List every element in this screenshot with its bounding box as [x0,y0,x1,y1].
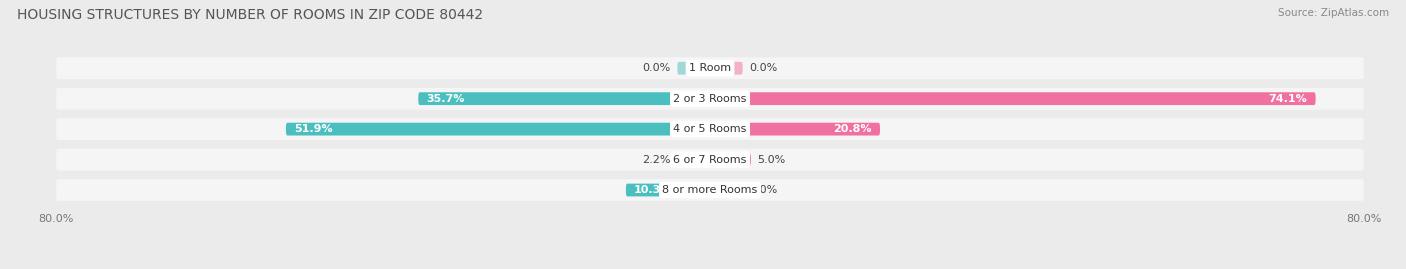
Text: 2 or 3 Rooms: 2 or 3 Rooms [673,94,747,104]
FancyBboxPatch shape [710,184,742,196]
FancyBboxPatch shape [710,92,1316,105]
FancyBboxPatch shape [710,123,880,136]
Text: 0.0%: 0.0% [643,63,671,73]
Text: 5.0%: 5.0% [758,155,786,165]
Text: 0.0%: 0.0% [749,63,778,73]
Text: 10.3%: 10.3% [634,185,672,195]
FancyBboxPatch shape [678,153,710,166]
FancyBboxPatch shape [678,62,710,75]
Text: 6 or 7 Rooms: 6 or 7 Rooms [673,155,747,165]
Text: 51.9%: 51.9% [294,124,333,134]
FancyBboxPatch shape [285,123,710,136]
FancyBboxPatch shape [710,153,751,166]
Text: 2.2%: 2.2% [643,155,671,165]
Text: 4 or 5 Rooms: 4 or 5 Rooms [673,124,747,134]
FancyBboxPatch shape [56,148,1364,171]
FancyBboxPatch shape [56,57,1364,79]
Text: 1 Room: 1 Room [689,63,731,73]
FancyBboxPatch shape [56,88,1364,110]
FancyBboxPatch shape [418,92,710,105]
Text: 35.7%: 35.7% [426,94,465,104]
Text: 0.0%: 0.0% [749,185,778,195]
Text: 8 or more Rooms: 8 or more Rooms [662,185,758,195]
Text: HOUSING STRUCTURES BY NUMBER OF ROOMS IN ZIP CODE 80442: HOUSING STRUCTURES BY NUMBER OF ROOMS IN… [17,8,484,22]
FancyBboxPatch shape [626,184,710,196]
FancyBboxPatch shape [710,62,742,75]
FancyBboxPatch shape [56,179,1364,201]
FancyBboxPatch shape [56,118,1364,140]
Text: Source: ZipAtlas.com: Source: ZipAtlas.com [1278,8,1389,18]
Text: 20.8%: 20.8% [834,124,872,134]
Text: 74.1%: 74.1% [1268,94,1308,104]
